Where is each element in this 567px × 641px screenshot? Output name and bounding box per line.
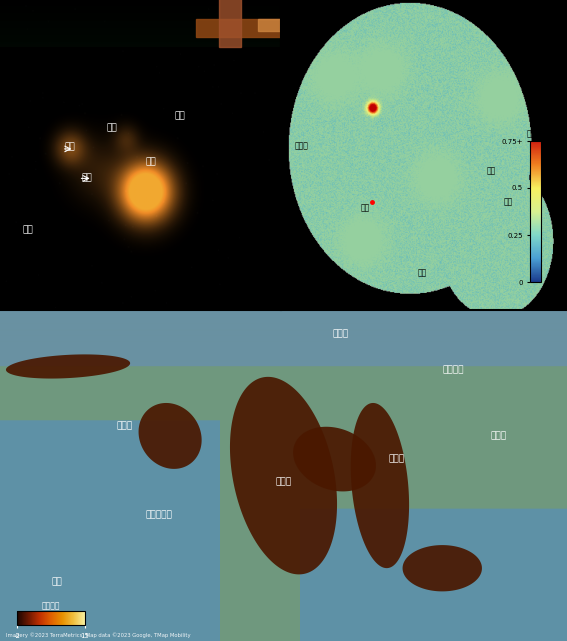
Bar xyxy=(258,19,281,31)
Text: 청진: 청진 xyxy=(544,42,553,51)
Text: 서울: 서울 xyxy=(82,173,92,182)
Bar xyxy=(219,0,242,47)
Text: 네팔: 네팔 xyxy=(52,577,62,586)
Text: 신의주: 신의주 xyxy=(295,141,309,151)
Title: 경제점수: 경제점수 xyxy=(527,130,545,139)
Text: 개성: 개성 xyxy=(418,269,428,278)
Text: 원산: 원산 xyxy=(504,197,513,206)
Text: 미안마: 미안마 xyxy=(276,478,291,487)
Polygon shape xyxy=(230,377,337,574)
Polygon shape xyxy=(6,354,130,379)
Polygon shape xyxy=(138,403,202,469)
Text: 타이만: 타이만 xyxy=(332,329,348,338)
Polygon shape xyxy=(293,427,376,492)
Bar xyxy=(196,19,281,37)
Polygon shape xyxy=(351,403,409,568)
Text: 라오스: 라오스 xyxy=(389,454,405,463)
Text: 함흥: 함흥 xyxy=(487,166,496,175)
Text: 동해: 동해 xyxy=(174,111,185,120)
Text: 뱵공만: 뱵공만 xyxy=(117,422,133,431)
Title: 경제점수: 경제점수 xyxy=(42,601,60,610)
Text: 낙중해: 낙중해 xyxy=(491,431,507,440)
Text: 평양: 평양 xyxy=(65,142,75,151)
Text: 캄보디아: 캄보디아 xyxy=(443,365,464,374)
Text: 평양: 평양 xyxy=(361,203,370,212)
Text: Imagery ©2023 TerraMetrics, Map data ©2023 Google, TMap Mobility: Imagery ©2023 TerraMetrics, Map data ©20… xyxy=(6,632,191,638)
Text: 서해: 서해 xyxy=(23,226,33,235)
Text: 방글라데시: 방글라데시 xyxy=(145,511,172,520)
Text: 남한: 남한 xyxy=(146,158,156,167)
Polygon shape xyxy=(403,545,482,592)
Text: 북한: 북한 xyxy=(107,123,117,132)
